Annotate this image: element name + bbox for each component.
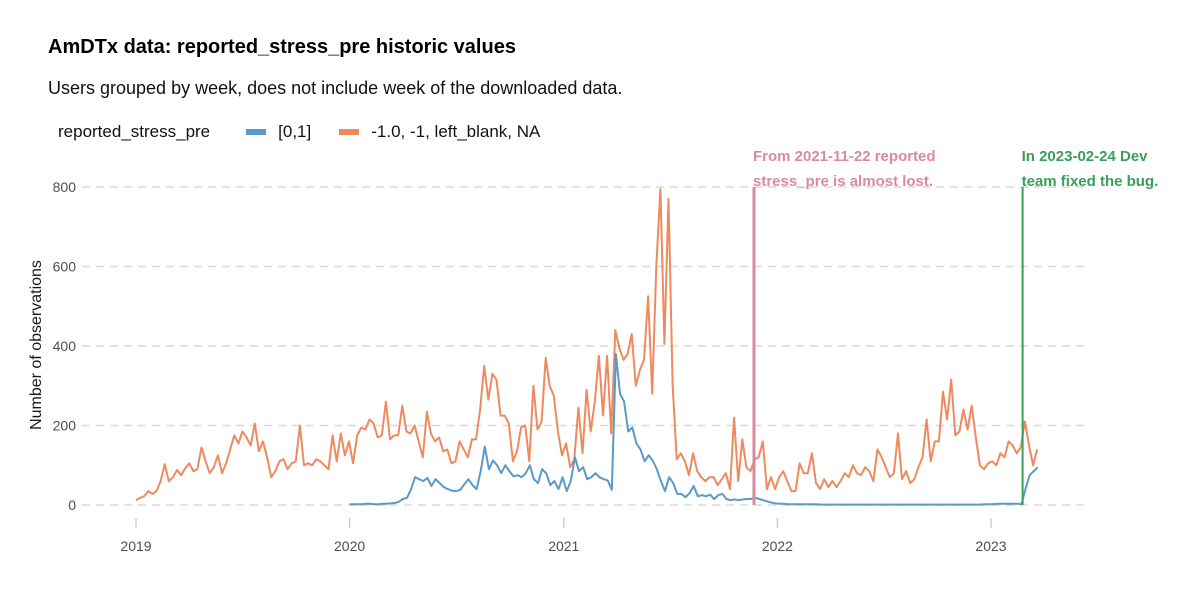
legend: reported_stress_pre [0,1] -1.0, -1, left…	[58, 122, 568, 142]
annotation-text-2-line-2: team fixed the bug.	[1022, 173, 1159, 190]
legend-label-missing: -1.0, -1, left_blank, NA	[371, 122, 541, 141]
x-tick-label-2019: 2019	[120, 538, 151, 554]
annotation-text-1-line-2: stress_pre is almost lost.	[753, 173, 933, 190]
legend-item-missing: -1.0, -1, left_blank, NA	[339, 122, 540, 142]
series-line-0-1	[349, 353, 1039, 506]
y-tick-label-600: 600	[53, 259, 77, 275]
x-tick-label-2023: 2023	[975, 538, 1006, 554]
x-tick-label-2021: 2021	[548, 538, 579, 554]
chart-title: AmDTx data: reported_stress_pre historic…	[48, 36, 516, 58]
y-tick-label-0: 0	[68, 497, 76, 513]
legend-swatch-0-1	[246, 129, 267, 135]
legend-swatch-missing	[339, 129, 360, 135]
y-tick-label-800: 800	[53, 179, 77, 195]
annotation-text-2-line-1: In 2023-02-24 Dev	[1022, 148, 1149, 165]
y-tick-label-400: 400	[53, 338, 77, 354]
x-tick-label-2020: 2020	[334, 538, 365, 554]
y-tick-label-200: 200	[53, 418, 77, 434]
series-line-missing	[135, 188, 1039, 502]
annotation-text-1-line-1: From 2021-11-22 reported	[753, 148, 936, 165]
chart-subtitle: Users grouped by week, does not include …	[48, 78, 623, 98]
legend-item-0-1: [0,1]	[246, 122, 311, 142]
y-axis-label: Number of observations	[28, 260, 45, 430]
legend-title: reported_stress_pre	[58, 122, 211, 141]
x-tick-label-2022: 2022	[762, 538, 793, 554]
legend-label-0-1: [0,1]	[278, 122, 312, 141]
